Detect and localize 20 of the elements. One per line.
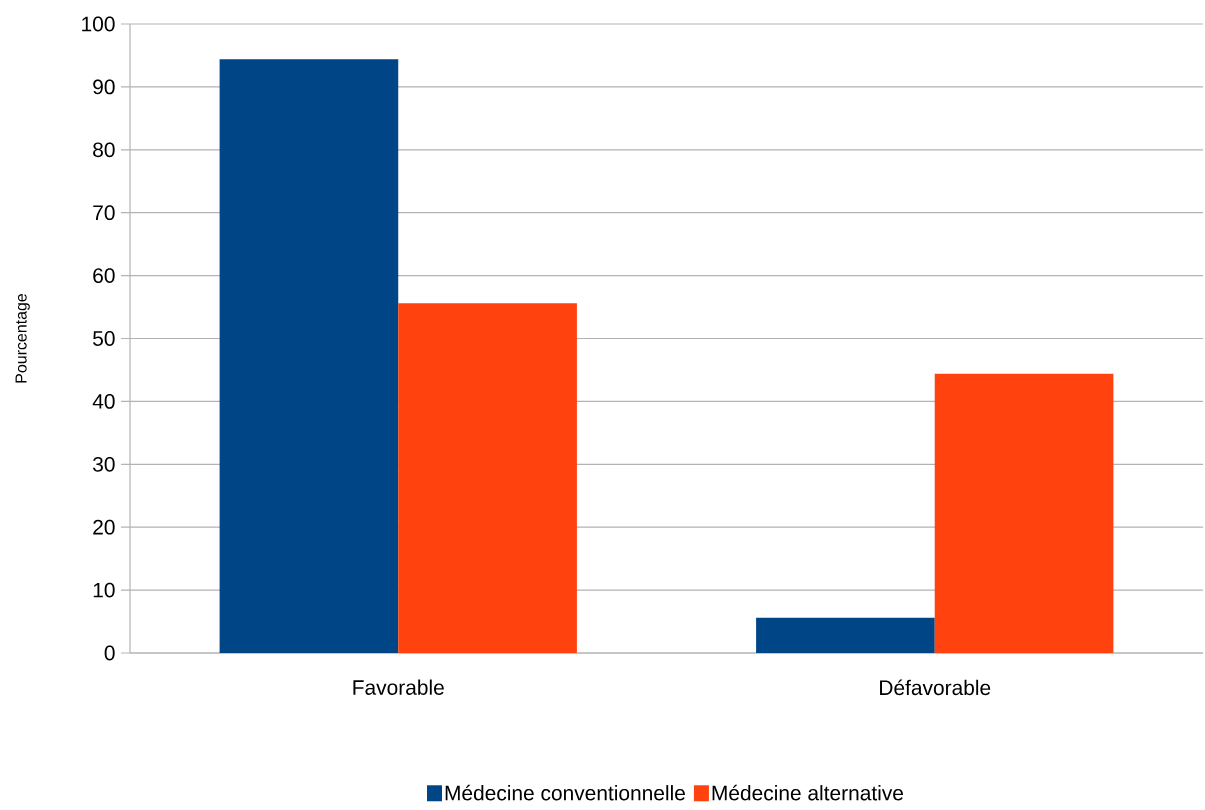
bar (398, 303, 577, 653)
bar (219, 59, 399, 653)
y-tick-label: 50 (93, 331, 115, 346)
x-tick-label: Favorable (353, 679, 444, 695)
y-tick-label: 80 (93, 142, 115, 158)
legend-label: Médecine conventionnelle (445, 784, 685, 801)
y-tick-label: 20 (93, 519, 115, 535)
y-tick-label: 10 (93, 582, 115, 598)
x-tick-label: Défavorable (880, 679, 991, 696)
y-tick-label: 60 (93, 268, 115, 283)
y-tick-label: 70 (93, 205, 115, 221)
bar (756, 617, 935, 653)
y-tick-label: 40 (92, 393, 115, 409)
bar (934, 373, 1114, 653)
y-axis-title: Pourcentage (15, 294, 30, 383)
y-tick-label: 90 (93, 79, 115, 95)
y-tick-label: 0 (104, 645, 115, 661)
y-tick-label: 100 (82, 16, 115, 32)
legend-label: Médecine alternative (712, 784, 903, 801)
y-tick-label: 30 (93, 456, 115, 472)
